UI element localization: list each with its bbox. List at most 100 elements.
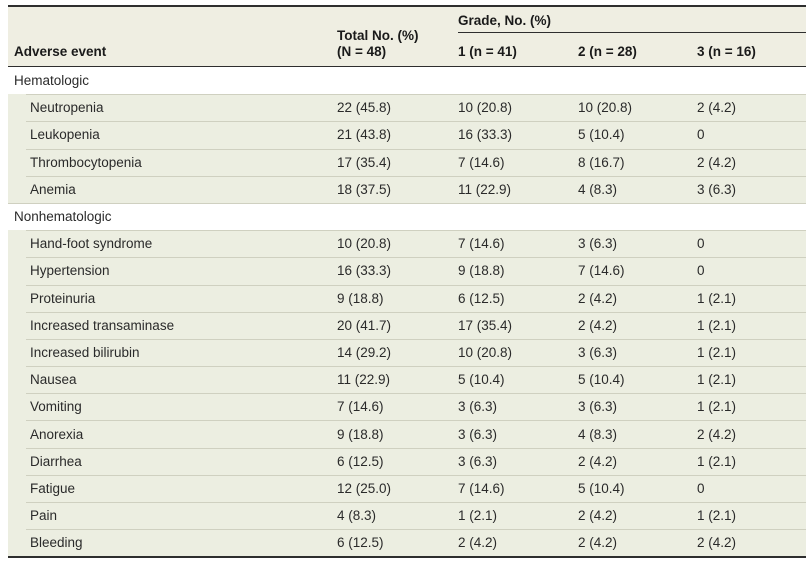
cell-total: 14 (29.2) [337,344,392,360]
cell-total: 20 (41.7) [337,317,392,333]
cell-grade-1: 7 (14.6) [458,480,505,496]
column-header-total-line2: (N = 48) [337,44,387,59]
cell-total: 9 (18.8) [337,426,384,442]
cell-adverse-event: Pain [30,508,58,524]
table-row: Neutropenia 22 (45.8) 10 (20.8) 10 (20.8) 2 … [8,94,806,122]
cell-grade-1: 3 (6.3) [458,453,498,469]
column-header-grade-1: 1 (n = 41) [458,44,517,59]
cell-total: 21 (43.8) [337,127,392,143]
cell-grade-2: 10 (20.8) [578,100,633,116]
table-row: Anorexia 9 (18.8) 3 (6.3) 4 (8.3) 2 (4.2) [8,420,806,448]
cell-adverse-event: Anorexia [30,426,84,442]
cell-total: 6 (12.5) [337,453,384,469]
table-row: Increased bilirubin 14 (29.2) 10 (20.8) 3 (… [8,338,806,367]
cell-adverse-event: Bleeding [30,535,83,551]
cell-adverse-event: Anemia [30,181,76,197]
section-label: Nonhematologic [14,209,112,225]
cell-grade-3: 1 (2.1) [697,508,737,524]
column-header-total: Total No. (%) (N = 48) [330,28,451,66]
cell-total: 9 (18.8) [337,290,384,306]
column-header-adverse-event: Adverse event [14,44,107,59]
table-row: Fatigue 12 (25.0) 7 (14.6) 5 (10.4) 0 [8,474,806,502]
cell-grade-3: 1 (2.1) [697,290,737,306]
table-row: Nausea 11 (22.9) 5 (10.4) 5 (10.4) 1 (2.1) [8,366,806,394]
cell-adverse-event: Diarrhea [30,453,82,469]
cell-total: 10 (20.8) [337,236,392,252]
cell-grade-2: 3 (6.3) [578,236,618,252]
cell-adverse-event: Fatigue [30,480,76,496]
cell-grade-3: 0 [697,263,705,279]
cell-grade-2: 4 (8.3) [578,426,618,442]
cell-grade-1: 9 (18.8) [458,263,505,279]
table-row: Bleeding 6 (12.5) 2 (4.2) 2 (4.2) 2 (4.2) [8,529,806,557]
cell-adverse-event: Hypertension [30,263,110,279]
cell-grade-2: 2 (4.2) [578,535,618,551]
grade-subcolumns: 1 (n = 41) 2 (n = 28) 3 (n = 16) [458,33,806,66]
cell-grade-3: 0 [697,480,705,496]
table-row: Proteinuria 9 (18.8) 6 (12.5) 2 (4.2) 1 (2.1… [8,284,806,312]
cell-adverse-event: Leukopenia [30,127,100,143]
cell-total: 12 (25.0) [337,480,392,496]
cell-total: 16 (33.3) [337,263,392,279]
cell-grade-1: 16 (33.3) [458,127,513,143]
column-group-grade-label: Grade, No. (%) [458,7,806,33]
section-label: Hematologic [14,73,90,89]
cell-total: 4 (8.3) [337,508,377,524]
table-row: Vomiting 7 (14.6) 3 (6.3) 3 (6.3) 1 (2.1) [8,393,806,421]
cell-total: 6 (12.5) [337,535,384,551]
cell-total: 7 (14.6) [337,399,384,415]
cell-grade-2: 5 (10.4) [578,372,625,388]
cell-grade-2: 3 (6.3) [578,344,618,360]
table-header: Adverse event Total No. (%) (N = 48) Gra… [8,5,806,67]
cell-grade-3: 1 (2.1) [697,453,737,469]
cell-grade-2: 2 (4.2) [578,290,618,306]
table-row: Leukopenia 21 (43.8) 16 (33.3) 5 (10.4) 0 [8,121,806,149]
table-row: Thrombocytopenia 17 (35.4) 7 (14.6) 8 (16.7… [8,148,806,176]
section-header-row: Hematologic [8,67,806,95]
cell-grade-3: 1 (2.1) [697,399,737,415]
cell-grade-2: 2 (4.2) [578,317,618,333]
cell-grade-1: 7 (14.6) [458,236,505,252]
cell-total: 17 (35.4) [337,154,392,170]
cell-grade-1: 3 (6.3) [458,399,498,415]
table-row: Hand-foot syndrome 10 (20.8) 7 (14.6) 3 (6.… [8,230,806,258]
table-row: Anemia 18 (37.5) 11 (22.9) 4 (8.3) 3 (6.3) [8,175,806,203]
table-row: Diarrhea 6 (12.5) 3 (6.3) 2 (4.2) 1 (2.1) [8,447,806,475]
column-group-grade: Grade, No. (%) 1 (n = 41) 2 (n = 28) 3 (… [458,7,806,66]
cell-grade-3: 2 (4.2) [697,426,737,442]
cell-grade-3: 1 (2.1) [697,317,737,333]
cell-grade-3: 3 (6.3) [697,181,737,197]
cell-total: 11 (22.9) [337,372,391,388]
cell-grade-1: 10 (20.8) [458,100,513,116]
cell-grade-1: 17 (35.4) [458,317,513,333]
cell-total: 22 (45.8) [337,100,392,116]
cell-grade-2: 3 (6.3) [578,399,618,415]
cell-adverse-event: Neutropenia [30,100,104,116]
cell-grade-2: 5 (10.4) [578,480,625,496]
cell-total: 18 (37.5) [337,181,392,197]
cell-adverse-event: Thrombocytopenia [30,154,142,170]
cell-grade-2: 5 (10.4) [578,127,625,143]
table-row: Increased transaminase 20 (41.7) 17 (35.4)… [8,311,806,339]
cell-grade-3: 0 [697,127,705,143]
table-row: Hypertension 16 (33.3) 9 (18.8) 7 (14.6) 0 [8,257,806,285]
table-row: Pain 4 (8.3) 1 (2.1) 2 (4.2) 1 (2.1) [8,502,806,530]
cell-grade-1: 5 (10.4) [458,372,505,388]
cell-grade-2: 2 (4.2) [578,453,618,469]
cell-grade-2: 2 (4.2) [578,508,618,524]
cell-adverse-event: Hand-foot syndrome [30,236,153,252]
cell-grade-2: 4 (8.3) [578,181,618,197]
column-header-total-line1: Total No. (%) [337,28,419,43]
cell-grade-1: 7 (14.6) [458,154,505,170]
cell-adverse-event: Proteinuria [30,290,96,306]
cell-grade-1: 3 (6.3) [458,426,498,442]
cell-grade-1: 6 (12.5) [458,290,505,306]
column-header-grade-3: 3 (n = 16) [697,44,756,59]
cell-grade-3: 2 (4.2) [697,100,737,116]
adverse-events-table: Adverse event Total No. (%) (N = 48) Gra… [8,5,806,559]
cell-grade-3: 2 (4.2) [697,154,737,170]
cell-grade-3: 1 (2.1) [697,372,737,388]
cell-adverse-event: Nausea [30,372,77,388]
cell-grade-2: 7 (14.6) [578,263,625,279]
